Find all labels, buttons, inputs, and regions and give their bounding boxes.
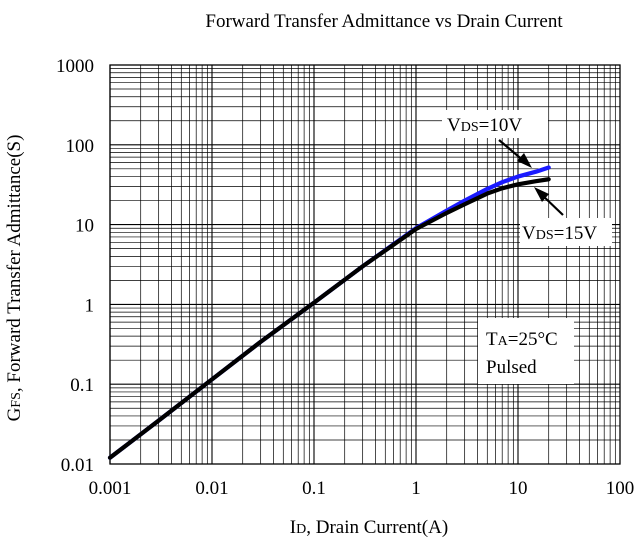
plot-frame <box>109 64 621 465</box>
x-axis-symbol: I <box>290 517 296 538</box>
annotation-vds15-arrowhead <box>534 187 549 202</box>
annotation-vds10-sub: DS <box>461 120 479 135</box>
svg-text:TA=25°C: TA=25°C <box>486 329 558 350</box>
annotation-vds10-arrowhead <box>517 153 532 168</box>
y-tick-label: 1000 <box>56 56 94 77</box>
series-line-vds-15v <box>107 177 551 460</box>
annotation-vds15-rest: =15V <box>554 223 598 244</box>
annotation-vds15-main: V <box>522 223 536 244</box>
series-line-vds-10v <box>107 165 551 460</box>
chart-title: Forward Transfer Admittance vs Drain Cur… <box>205 11 563 32</box>
x-tick-label: 100 <box>606 478 635 499</box>
conditions-ta-rest: =25°C <box>508 329 558 350</box>
x-tick-labels: 0.001 0.01 0.1 1 10 100 <box>89 478 635 499</box>
y-tick-label: 0.1 <box>70 375 94 396</box>
y-tick-label: 1 <box>85 295 95 316</box>
conditions-ta-main: T <box>486 329 498 350</box>
conditions-pulsed: Pulsed <box>486 357 537 378</box>
y-tick-label: 10 <box>75 216 94 237</box>
y-tick-label: 0.01 <box>61 455 94 476</box>
x-tick-label: 0.01 <box>195 478 228 499</box>
annotation-vds-15v: VDS=15V <box>520 187 612 246</box>
x-tick-label: 10 <box>509 478 528 499</box>
svg-text:VDS=10V: VDS=10V <box>447 115 522 136</box>
y-axis-label-rest: , Forward Transfer Admittance(S) <box>4 135 25 393</box>
x-tick-label: 1 <box>411 478 421 499</box>
y-axis-symbol-sub: FS <box>9 392 24 408</box>
annotation-conditions: TA=25°C Pulsed <box>478 318 574 384</box>
y-axis-label: GFS, Forward Transfer Admittance(S) <box>4 135 25 422</box>
x-axis-symbol-sub: D <box>296 522 306 537</box>
x-tick-label: 0.1 <box>302 478 326 499</box>
annotation-vds15-sub: DS <box>536 228 554 243</box>
x-axis-label: ID, Drain Current(A) <box>290 517 448 538</box>
minor-gridlines <box>110 65 620 464</box>
annotation-vds10-main: V <box>447 115 461 136</box>
conditions-ta-sub: A <box>498 334 509 349</box>
x-tick-label: 0.001 <box>89 478 132 499</box>
y-axis-symbol: G <box>4 407 25 421</box>
annotation-vds10-rest: =10V <box>479 115 523 136</box>
series-layer <box>107 165 551 460</box>
y-tick-labels: 0.01 0.1 1 10 100 1000 <box>56 56 94 476</box>
svg-text:VDS=15V: VDS=15V <box>522 223 597 244</box>
y-tick-label: 100 <box>66 136 95 157</box>
annotation-vds-10v: VDS=10V <box>442 110 548 168</box>
x-axis-label-rest: , Drain Current(A) <box>306 517 448 538</box>
